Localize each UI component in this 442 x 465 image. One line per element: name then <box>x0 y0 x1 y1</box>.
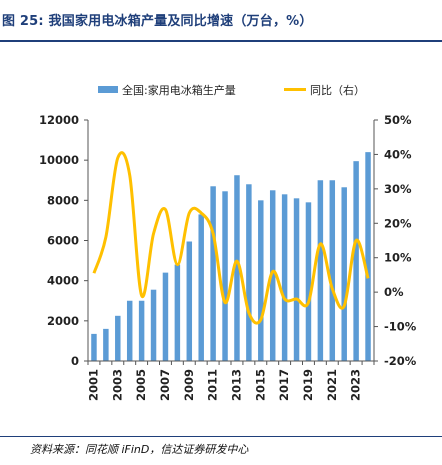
y-right-tick-label: 40% <box>384 147 412 161</box>
x-tick-label: 2009 <box>182 369 196 401</box>
bar-production-2016 <box>269 190 276 361</box>
x-tick-label: 2003 <box>110 369 124 401</box>
bar-production-2006 <box>150 289 157 361</box>
x-tick-label: 2015 <box>253 369 267 401</box>
y-right-tick-label: 30% <box>384 182 412 196</box>
bar-production-2023 <box>353 161 359 361</box>
y-left-tick-label: 10000 <box>39 153 79 167</box>
y-right-tick-label: 0% <box>384 285 404 299</box>
y-left-tick-label: 8000 <box>47 193 79 207</box>
y-left-tick-label: 0 <box>71 354 79 368</box>
x-tick-label: 2001 <box>86 369 100 401</box>
chart-area: 全国:家用电冰箱生产量 同比（右） 0 2000 4000 6000 8000 10000 12… <box>39 83 417 401</box>
figure-title: 图 25: 我国家用电冰箱产量及同比增速（万台，%） <box>2 14 313 29</box>
x-tick-label: 2005 <box>134 369 148 401</box>
bar-production-2022 <box>341 187 347 361</box>
bar-production-2024 <box>365 152 371 361</box>
y-right-tick-label: 50% <box>384 113 412 127</box>
x-tick-label: 2023 <box>349 369 363 401</box>
bar-production-2012 <box>222 191 228 361</box>
legend-bar-swatch <box>98 86 118 93</box>
bar-production-2009 <box>186 241 193 361</box>
footer-rule <box>0 436 442 437</box>
y-left-tick-label: 6000 <box>47 234 79 248</box>
x-tick-label: 2011 <box>206 369 220 401</box>
bar-production-2005 <box>138 300 145 361</box>
y-right-tick-label: -10% <box>384 320 417 334</box>
y-right-tick-label: 20% <box>384 216 412 230</box>
x-tick-label: 2019 <box>301 369 315 401</box>
bar-production-2015 <box>258 200 264 361</box>
x-tick-label: 2007 <box>158 369 172 401</box>
line-yoy-growth <box>92 151 370 325</box>
x-tick-label: 2017 <box>277 369 291 401</box>
bar-production-2017 <box>281 194 288 361</box>
bar-production-2001 <box>91 333 97 361</box>
bar-production-2003 <box>115 315 121 361</box>
bar-production-2018 <box>293 198 300 361</box>
legend-line-label: 同比（右） <box>310 83 365 97</box>
bar-production-2010 <box>198 214 204 361</box>
bar-production-2021 <box>329 180 336 361</box>
bar-production-2014 <box>246 184 252 361</box>
bar-production-2002 <box>103 328 109 361</box>
title-rule <box>0 40 442 42</box>
bar-production-2008 <box>174 264 181 361</box>
source-note: 资料来源：同花顺 iFinD，信达证券研发中心 <box>30 443 249 456</box>
y-right-tick-label: 10% <box>384 251 412 265</box>
x-tick-label: 2021 <box>325 369 339 401</box>
y-left-tick-label: 4000 <box>47 274 79 288</box>
y-right-tick-label: -20% <box>384 354 417 368</box>
bar-production-2004 <box>126 300 133 361</box>
y-left-tick-label: 2000 <box>47 314 79 328</box>
legend-bar-label: 全国:家用电冰箱生产量 <box>122 83 236 97</box>
bar-production-2020 <box>317 180 324 361</box>
bar-production-2007 <box>162 272 169 361</box>
bar-production-2013 <box>234 175 240 361</box>
bar-production-2011 <box>210 186 216 361</box>
y-left-tick-label: 12000 <box>39 113 79 127</box>
bar-production-2019 <box>305 202 312 361</box>
x-tick-label: 2013 <box>229 369 243 401</box>
